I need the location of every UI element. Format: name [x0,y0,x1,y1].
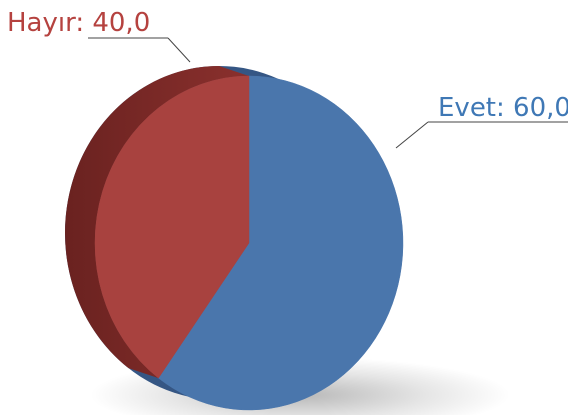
pie-slice-evet [158,75,404,411]
leader-line-hayir [167,37,191,63]
data-label-hayir: Hayır: 40,0 [7,8,150,38]
data-label-evet: Evet: 60,0 [438,93,568,123]
pie-side-hayir [64,65,249,379]
leader-line-evet [395,121,429,149]
pie-slice-hayir [94,75,250,379]
